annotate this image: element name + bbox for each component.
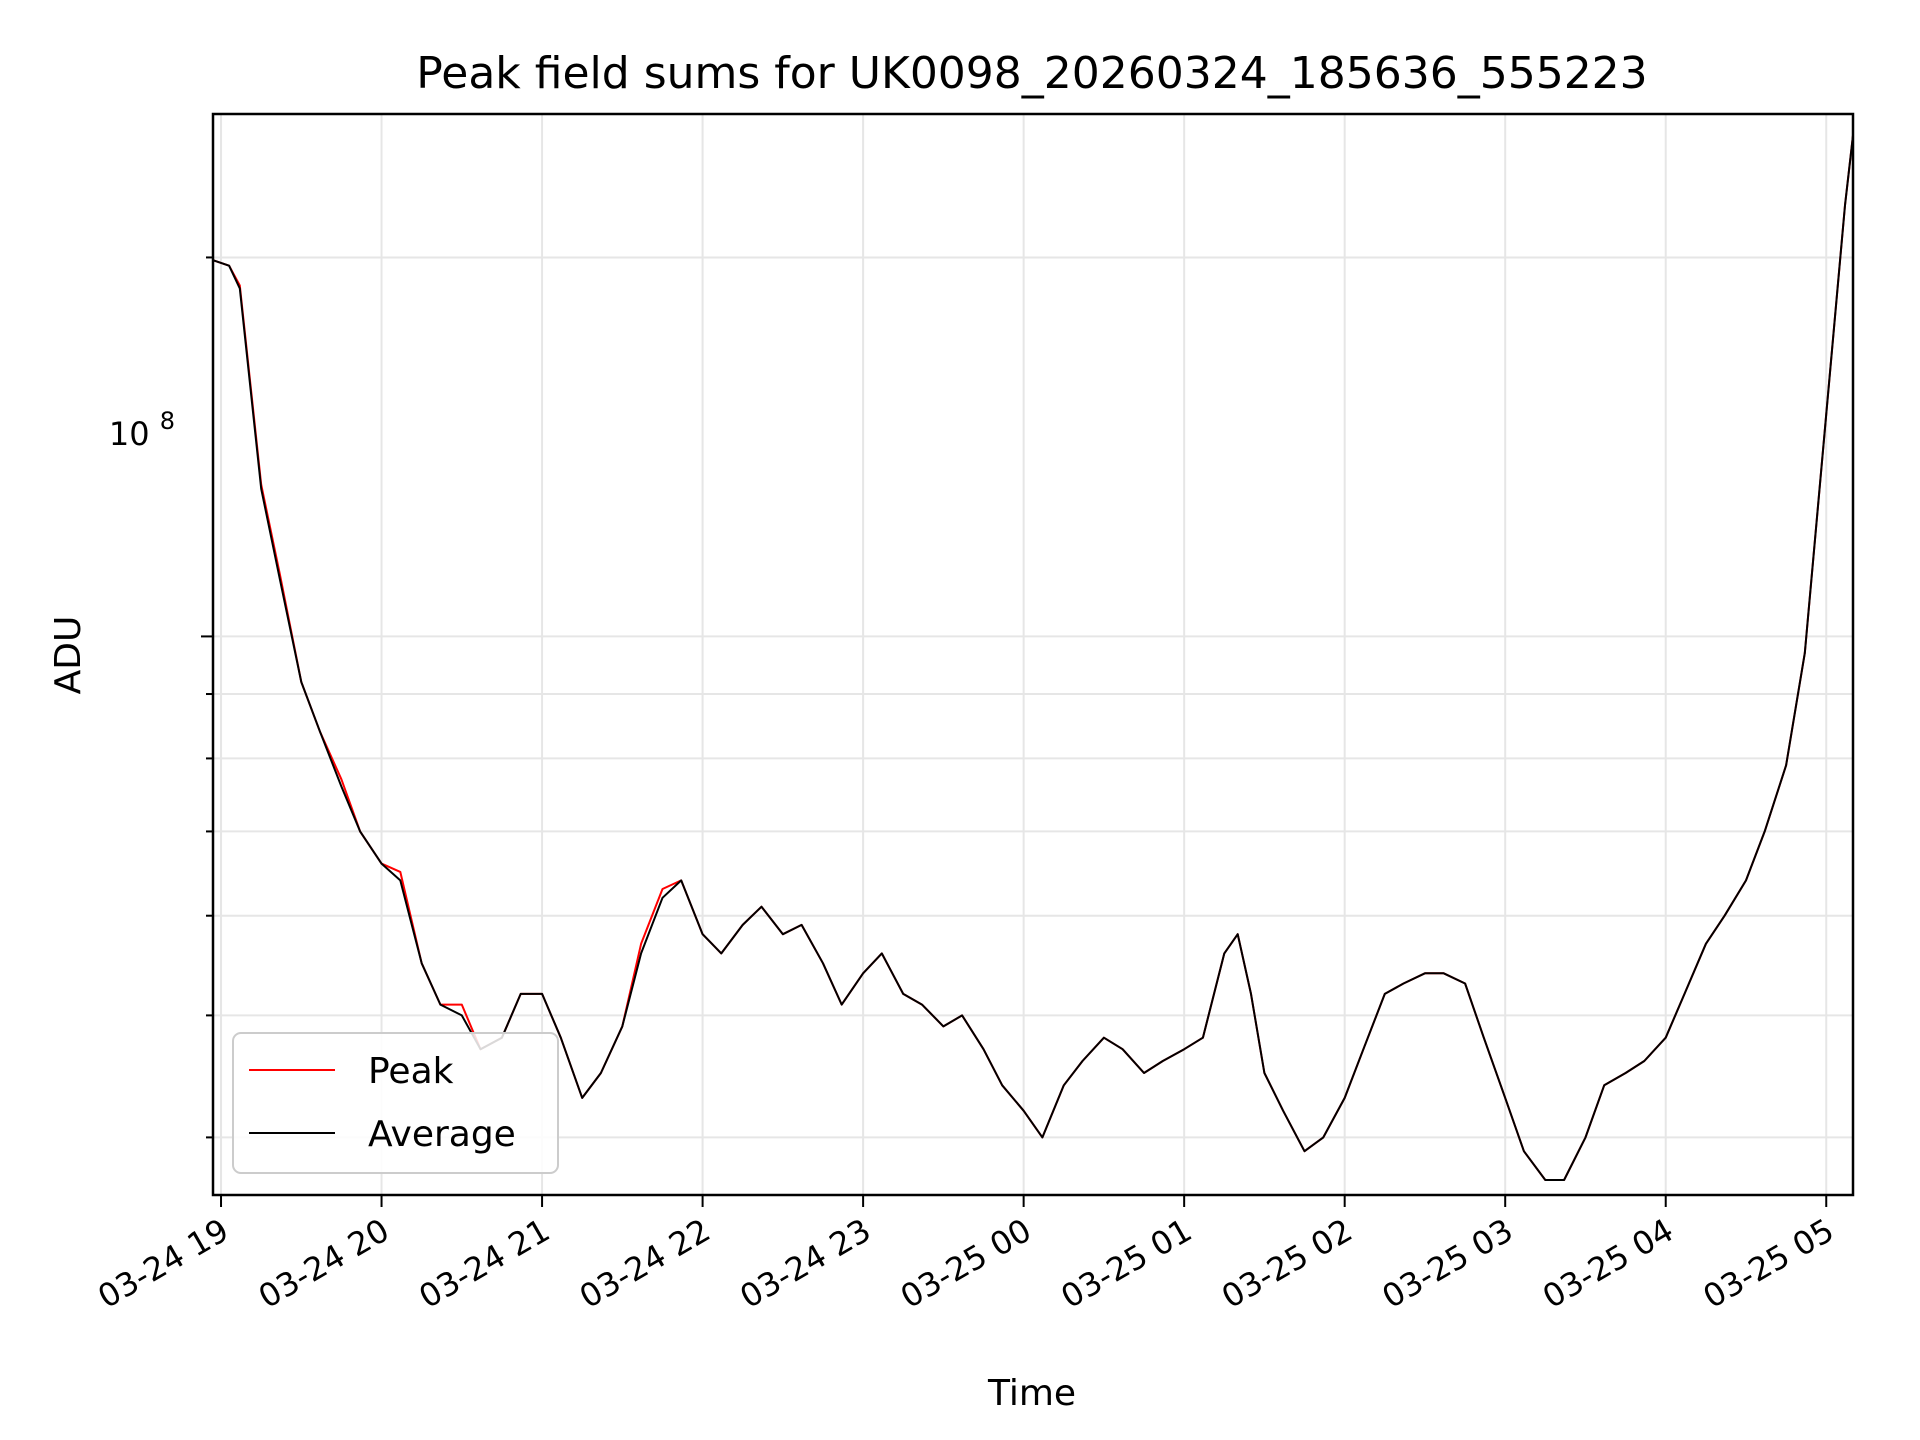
y-tick-exponent: 8: [160, 407, 175, 435]
chart-title: Peak field sums for UK0098_20260324_1856…: [416, 48, 1647, 99]
y-axis-label: ADU: [48, 616, 89, 695]
legend-box: [232, 1032, 559, 1174]
y-tick-label: 10 8: [109, 407, 175, 453]
axis-ticks: [201, 256, 1828, 1207]
legend-label-peak: Peak: [368, 1051, 454, 1092]
y-tick-label-major: 10 8: [109, 407, 175, 453]
plot-frame: [211, 112, 1855, 1197]
legend: Peak Average: [232, 1032, 559, 1174]
x-axis-label: Time: [987, 1373, 1076, 1414]
y-tick-base: 10: [109, 415, 150, 453]
legend-label-average: Average: [368, 1114, 516, 1155]
